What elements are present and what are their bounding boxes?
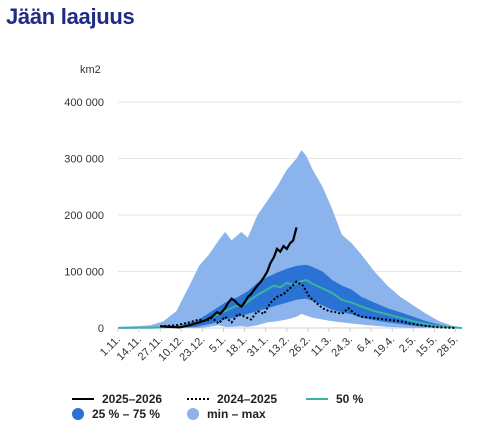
- legend-label-minmax: min – max: [207, 407, 266, 421]
- x-axis-ticks: 1.11.14.11.27.11.10.12.23.12. 5.1.18.1.31…: [98, 328, 461, 364]
- x-tick-label: 31.1.: [245, 334, 271, 360]
- legend-label-median: 50 %: [336, 392, 364, 406]
- bands: [118, 150, 462, 328]
- y-axis-ticks: 0 100 000 200 000 300 000 400 000: [64, 97, 104, 335]
- legend-swatch-current: [72, 398, 94, 400]
- x-tick-label: 28.5.: [435, 334, 461, 360]
- x-tick-label: 13.2.: [266, 334, 292, 360]
- legend-item-median[interactable]: 50 %: [306, 392, 363, 406]
- x-tick-label: 24.3.: [329, 334, 355, 360]
- legend-item-minmax[interactable]: min – max: [187, 407, 266, 421]
- legend-label-iqr: 25 % – 75 %: [92, 407, 161, 421]
- x-tick-label: 18.1.: [224, 334, 250, 360]
- y-tick-label: 200 000: [64, 210, 104, 222]
- legend-swatch-median: [306, 398, 328, 400]
- legend-label-current: 2025–2026: [102, 392, 163, 406]
- y-tick-label: 0: [98, 323, 104, 335]
- y-axis-unit: km2: [80, 64, 101, 76]
- legend-swatch-iqr: [72, 408, 84, 420]
- legend-label-previous: 2024–2025: [217, 392, 278, 406]
- legend-item-previous[interactable]: 2024–2025: [187, 392, 277, 406]
- y-tick-label: 400 000: [64, 97, 104, 109]
- legend-swatch-minmax: [187, 408, 199, 420]
- series-lines: [117, 227, 463, 329]
- legend-swatch-previous: [187, 398, 209, 400]
- page-title: Jään laajuus: [6, 4, 135, 29]
- previous-season-line: [160, 280, 456, 329]
- x-tick-label: 19.4.: [372, 334, 398, 360]
- x-tick-label: 11.3.: [309, 334, 334, 359]
- y-tick-label: 300 000: [64, 154, 104, 166]
- current-season-line: [160, 227, 298, 329]
- x-tick-label: 26.2.: [287, 334, 313, 360]
- minmax-band: [118, 150, 462, 328]
- y-tick-label: 100 000: [64, 267, 104, 279]
- x-tick-label: 15.5.: [414, 334, 440, 360]
- legend-item-iqr[interactable]: 25 % – 75 %: [72, 407, 160, 421]
- legend-item-current[interactable]: 2025–2026: [72, 392, 162, 406]
